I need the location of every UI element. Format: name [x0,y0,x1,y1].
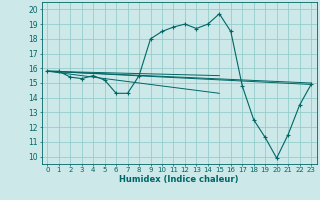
X-axis label: Humidex (Indice chaleur): Humidex (Indice chaleur) [119,175,239,184]
